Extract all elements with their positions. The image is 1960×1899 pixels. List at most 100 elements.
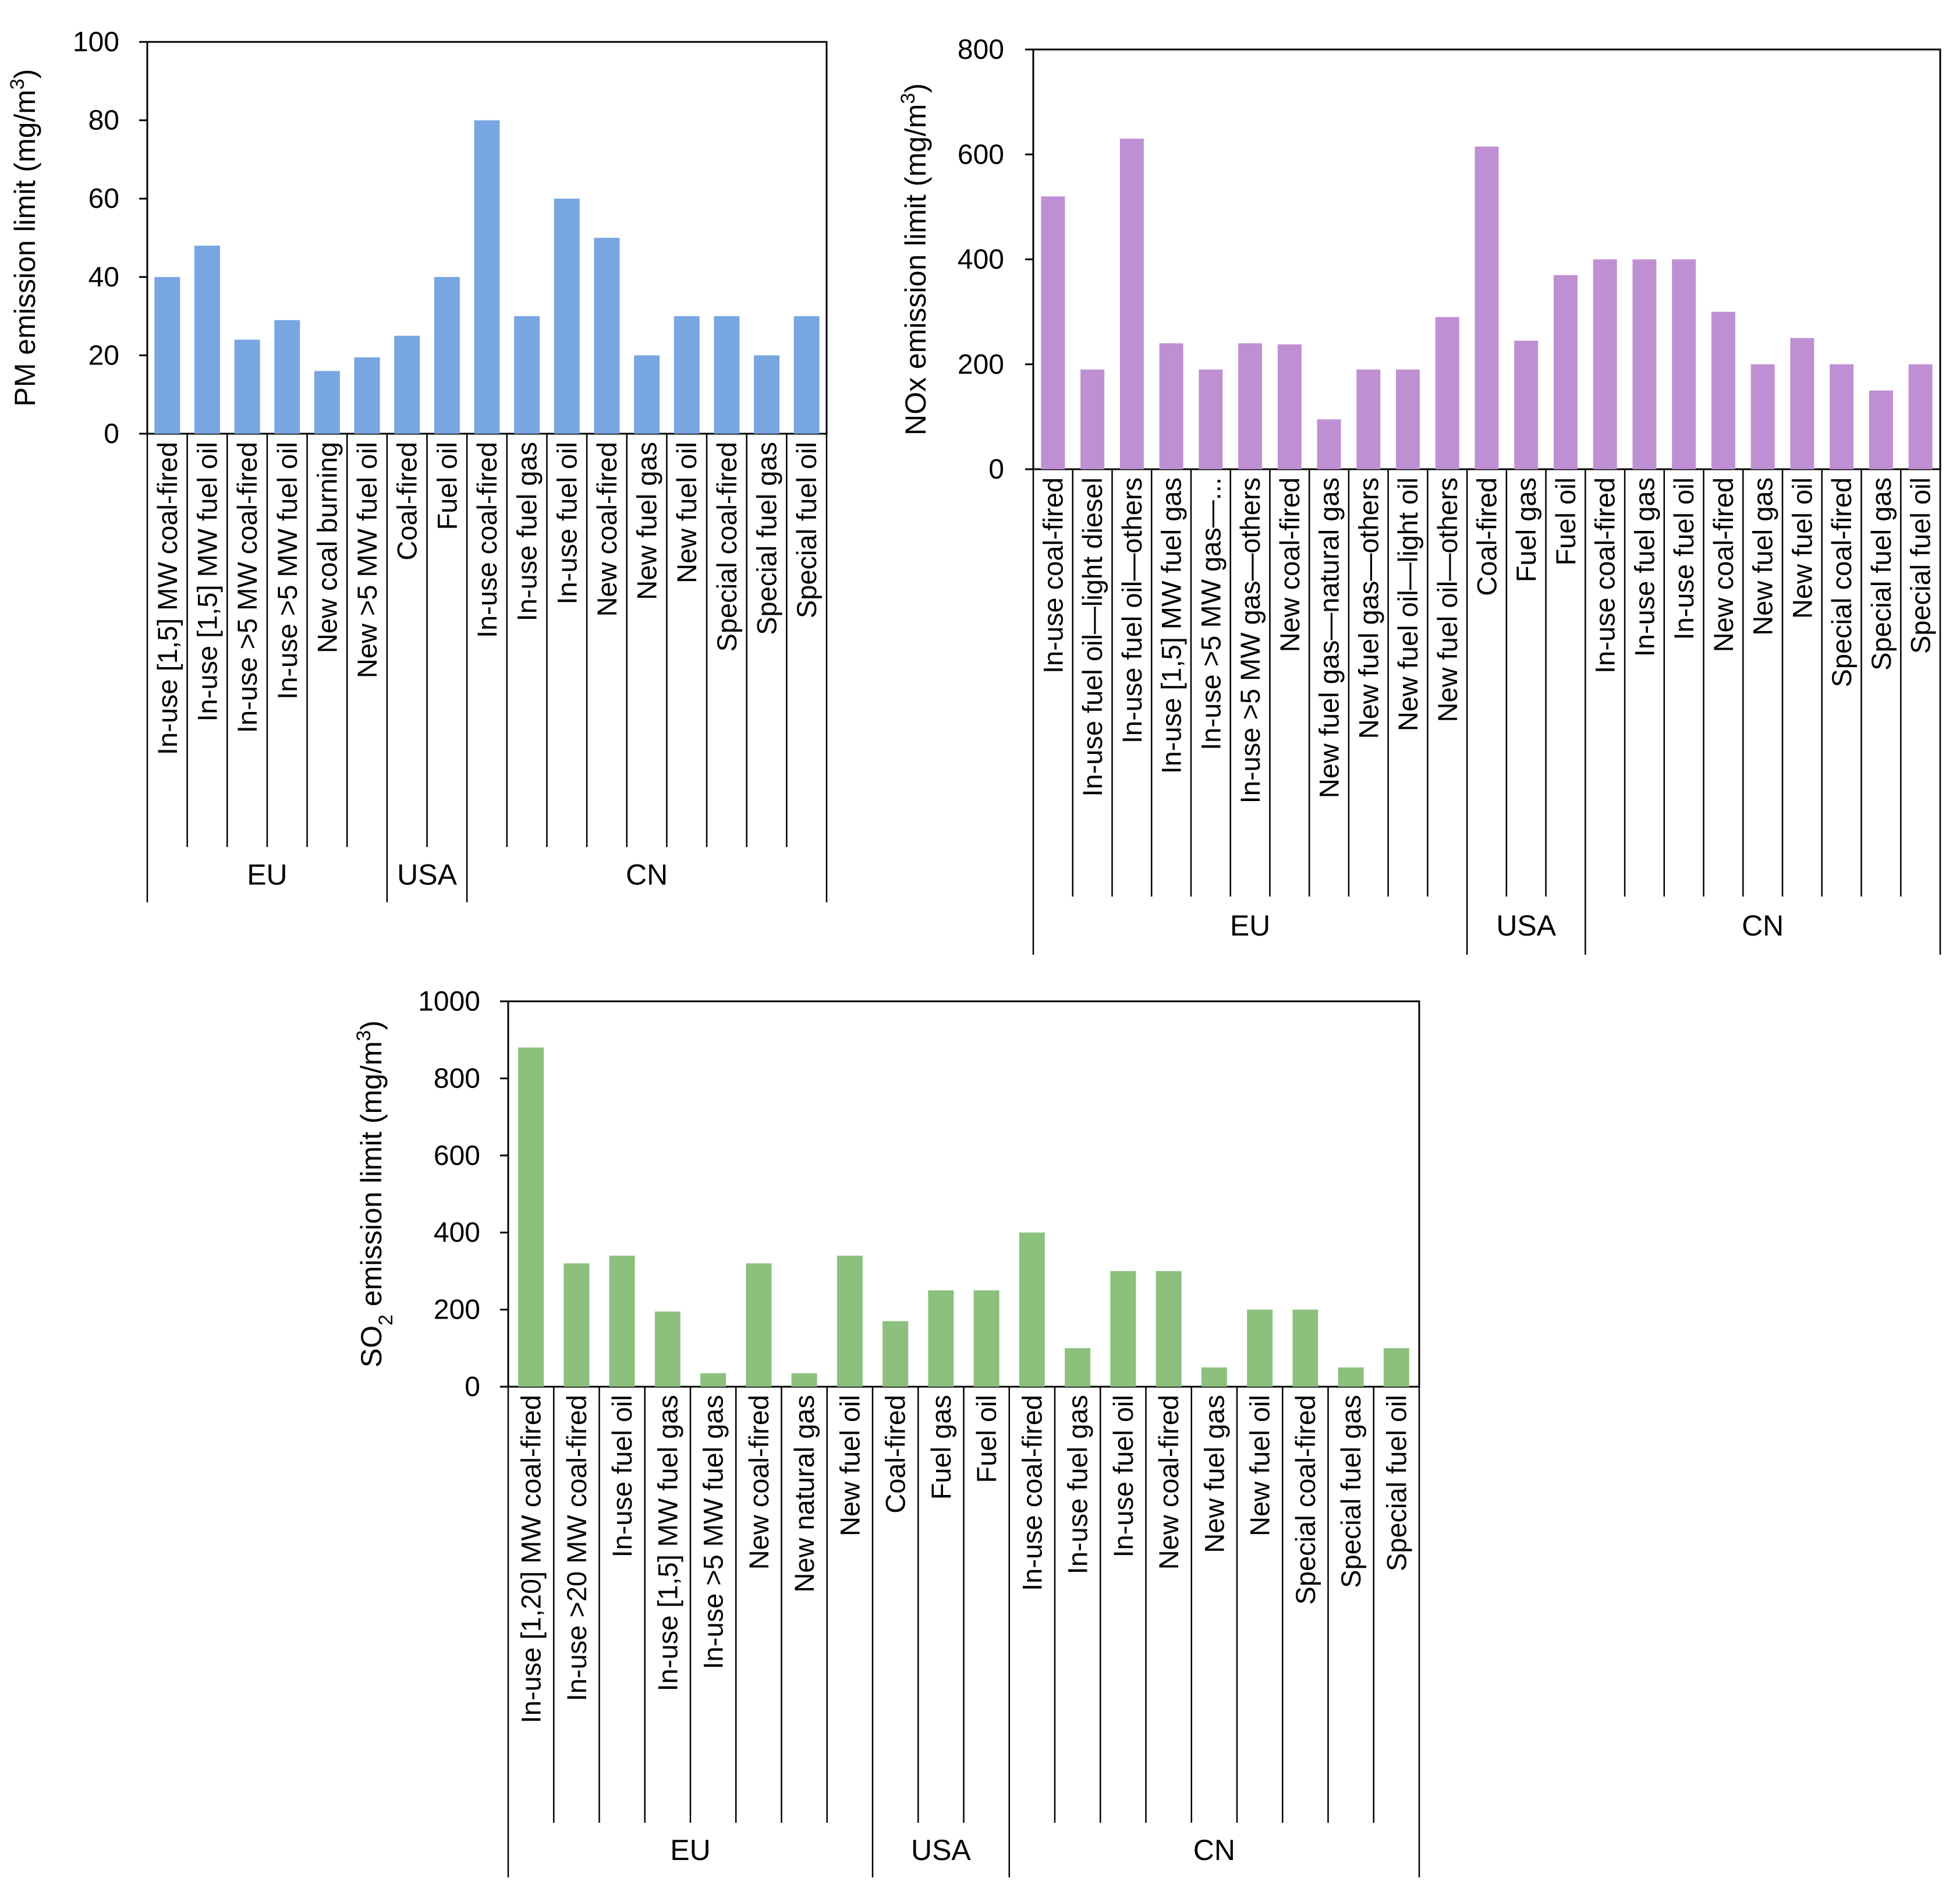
y-axis-title: PM emission limit (mg/m3) bbox=[6, 69, 41, 406]
category-label-special-fuel-gas: Special fuel gas bbox=[752, 442, 782, 635]
category-label-fuel-oil: Fuel oil bbox=[1550, 477, 1581, 566]
bar-new-coal-burning bbox=[314, 371, 340, 434]
category-label-special-coal-fired: Special coal-fired bbox=[711, 442, 742, 652]
bar-in-use-5-mw-gas bbox=[1199, 369, 1223, 469]
category-label-new-fuel-gas: New fuel gas bbox=[1748, 477, 1778, 636]
bar-in-use-1-5-mw-coal-fired bbox=[154, 277, 180, 434]
so2-emission-chart: 0 200 400 600 800 1000 SO2 emission limit (mg/… bbox=[353, 986, 1420, 1877]
bar-in-use-20-mw-coal-fired bbox=[563, 1263, 590, 1387]
y-tick-label: 60 bbox=[88, 183, 119, 214]
bar-new-5-mw-fuel-oil bbox=[354, 357, 380, 434]
bar-in-use-5-mw-fuel-oil bbox=[274, 320, 300, 434]
category-label-new-natural-gas: New natural gas bbox=[789, 1395, 820, 1593]
group-label-usa: USA bbox=[1496, 909, 1556, 942]
category-label-fuel-gas: Fuel gas bbox=[926, 1395, 956, 1500]
bar-in-use-fuel-oil bbox=[609, 1255, 635, 1387]
category-label-new-fuel-oil: New fuel oil bbox=[671, 442, 702, 583]
y-tick-label: 600 bbox=[958, 139, 1004, 170]
category-label-new-fuel-gas-natural-gas: New fuel gas—natural gas bbox=[1314, 477, 1345, 798]
bar-in-use-fuel-gas bbox=[1065, 1348, 1091, 1387]
bar-special-fuel-gas bbox=[1338, 1367, 1364, 1387]
bar-special-coal-fired bbox=[714, 316, 740, 434]
bar-in-use-fuel-gas bbox=[1632, 259, 1657, 469]
bar-in-use-5-mw-gas-others bbox=[1238, 343, 1263, 469]
group-label-eu: EU bbox=[1230, 909, 1270, 942]
category-label-in-use-5-mw-gas: In-use >5 MW gas—... bbox=[1195, 477, 1226, 750]
y-tick-label: 0 bbox=[104, 419, 119, 449]
bar-new-coal-fired bbox=[1277, 344, 1302, 469]
bar-in-use-5-mw-fuel-gas bbox=[700, 1373, 726, 1387]
y-axis-title-text: emission limit (mg/m bbox=[355, 1041, 388, 1314]
bar-new-fuel-gas-others bbox=[1356, 369, 1381, 469]
category-label-in-use-1-5-mw-fuel-gas: In-use [1,5] MW fuel gas bbox=[1156, 477, 1187, 774]
y-axis-title-text: ) bbox=[899, 83, 932, 93]
bar-in-use-fuel-oil bbox=[1110, 1271, 1136, 1387]
category-label-new-fuel-oil: New fuel oil bbox=[1245, 1395, 1275, 1536]
bar-new-fuel-oil bbox=[1247, 1309, 1273, 1387]
y-tick-label: 40 bbox=[88, 262, 119, 293]
category-label-in-use-fuel-gas: In-use fuel gas bbox=[512, 442, 543, 621]
category-label-in-use-1-5-mw-fuel-oil: In-use [1,5] MW fuel oil bbox=[192, 442, 222, 722]
y-tick-label: 200 bbox=[958, 349, 1004, 380]
bar-special-fuel-gas bbox=[1869, 390, 1893, 469]
category-label-in-use-fuel-oil-others: In-use fuel oil—others bbox=[1117, 477, 1147, 743]
y-axis-title-text: SO bbox=[355, 1326, 388, 1367]
category-label-in-use-coal-fired: In-use coal-fired bbox=[1016, 1395, 1047, 1591]
bar-new-fuel-oil bbox=[1790, 338, 1814, 469]
nox-emission-chart: 0 200 400 600 800 NOx emission limit (mg/m3) I… bbox=[897, 34, 1941, 955]
category-label-in-use-coal-fired: In-use coal-fired bbox=[1590, 477, 1621, 674]
category-label-in-use-1-5-mw-fuel-gas: In-use [1,5] MW fuel gas bbox=[652, 1395, 683, 1691]
bar-special-coal-fired bbox=[1830, 364, 1854, 469]
bar-in-use-1-5-mw-fuel-gas bbox=[654, 1311, 680, 1387]
group-label-eu: EU bbox=[670, 1834, 710, 1866]
y-tick-label: 0 bbox=[465, 1372, 480, 1402]
bar-special-fuel-gas bbox=[754, 355, 780, 434]
bar-fuel-oil bbox=[434, 277, 460, 434]
category-label-in-use-5-mw-fuel-oil: In-use >5 MW fuel oil bbox=[272, 442, 303, 700]
bar-new-fuel-gas bbox=[634, 355, 660, 434]
category-label-in-use-fuel-oil-light-diesel: In-use fuel oil—light diesel bbox=[1077, 477, 1108, 797]
group-label-eu: EU bbox=[247, 859, 287, 891]
pm-emission-chart: 0 20 40 60 80 100 PM emission limit (mg/m3) In-… bbox=[6, 27, 828, 902]
bar-fuel-oil bbox=[1553, 275, 1578, 469]
bar-special-fuel-oil bbox=[1383, 1348, 1409, 1387]
category-label-new-coal-burning: New coal burning bbox=[311, 442, 342, 653]
category-label-in-use-coal-fired: In-use coal-fired bbox=[472, 442, 502, 638]
y-tick-label: 800 bbox=[434, 1063, 480, 1094]
category-label-new-fuel-oil: New fuel oil bbox=[1787, 477, 1817, 619]
bar-in-use-1-5-mw-fuel-gas bbox=[1159, 343, 1183, 469]
group-label-usa: USA bbox=[397, 859, 457, 891]
bar-new-fuel-oil-light-oil bbox=[1396, 369, 1420, 469]
category-label-fuel-gas: Fuel gas bbox=[1511, 477, 1541, 582]
bar-new-fuel-gas-natural-gas bbox=[1317, 419, 1341, 469]
y-tick-label: 0 bbox=[988, 454, 1004, 485]
bar-special-fuel-oil bbox=[793, 316, 820, 434]
bar-fuel-oil bbox=[973, 1290, 1000, 1387]
bar-coal-fired bbox=[882, 1321, 909, 1387]
category-label-in-use-fuel-gas: In-use fuel gas bbox=[1062, 1395, 1093, 1574]
bar-new-coal-fired bbox=[746, 1263, 772, 1387]
category-label-in-use-5-mw-gas-others: In-use >5 MW gas—others bbox=[1235, 477, 1266, 803]
category-label-coal-fired: Coal-fired bbox=[1472, 477, 1502, 596]
category-label-new-coal-fired: New coal-fired bbox=[1708, 477, 1739, 652]
category-label-in-use-fuel-oil: In-use fuel oil bbox=[551, 442, 582, 605]
category-label-new-fuel-gas: New fuel gas bbox=[632, 442, 662, 600]
bar-in-use-coal-fired bbox=[1041, 196, 1065, 469]
bar-coal-fired bbox=[1475, 146, 1499, 469]
category-label-in-use-20-mw-coal-fired: In-use >20 MW coal-fired bbox=[561, 1395, 592, 1701]
y-tick-label: 400 bbox=[434, 1217, 480, 1248]
y-axis-title: SO2 emission limit (mg/m3) bbox=[353, 1021, 397, 1367]
bar-in-use-fuel-oil bbox=[1672, 259, 1696, 469]
category-label-in-use-5-mw-coal-fired: In-use >5 MW coal-fired bbox=[232, 442, 263, 733]
category-label-coal-fired: Coal-fired bbox=[880, 1395, 911, 1514]
category-label-new-fuel-oil: New fuel oil bbox=[834, 1395, 865, 1536]
category-label-in-use-5-mw-fuel-gas: In-use >5 MW fuel gas bbox=[698, 1395, 729, 1670]
category-label-special-fuel-oil: Special fuel oil bbox=[1905, 477, 1936, 654]
y-axis-title-subscript: 2 bbox=[375, 1315, 397, 1326]
y-tick-label: 80 bbox=[88, 105, 119, 136]
category-label-special-fuel-oil: Special fuel oil bbox=[791, 442, 822, 618]
bar-fuel-gas bbox=[1514, 341, 1539, 469]
bar-coal-fired bbox=[394, 335, 420, 434]
group-label-cn: CN bbox=[1193, 1834, 1235, 1866]
bar-fuel-gas bbox=[928, 1290, 954, 1387]
